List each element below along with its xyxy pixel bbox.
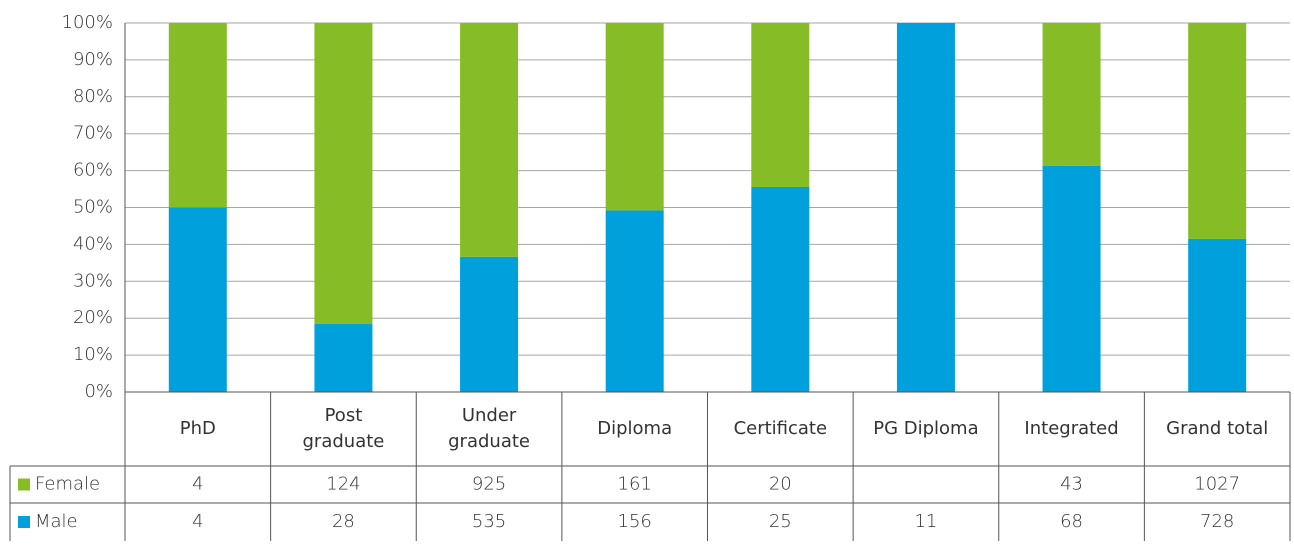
table-value: 25 <box>769 511 792 532</box>
bar-segment <box>751 23 810 187</box>
legend-label: Male <box>35 511 78 532</box>
x-tick-label: Integrated <box>1024 418 1119 439</box>
x-tick-label: PG Diploma <box>873 418 979 439</box>
x-tick-label: Post graduate <box>302 405 385 452</box>
table-value: 124 <box>326 474 360 495</box>
x-tick-label: Certificate <box>733 418 828 439</box>
bar-segment <box>1188 238 1247 392</box>
y-tick-label: 40% <box>73 233 113 254</box>
table-value: 11 <box>914 511 937 532</box>
category-cell: Certificate <box>733 418 828 439</box>
y-tick-label: 20% <box>73 307 113 328</box>
y-tick-label: 70% <box>73 123 113 144</box>
y-tick-label: 30% <box>73 270 113 291</box>
category-cell: PG Diploma <box>873 418 979 439</box>
bar-segment <box>1042 165 1101 392</box>
table-value: 20 <box>769 474 792 495</box>
x-tick-label: Under graduate <box>448 405 530 452</box>
category-cell: Under graduate <box>448 405 530 452</box>
bar-segment <box>605 23 664 211</box>
category-cell: Diploma <box>597 418 673 439</box>
table-value: 4 <box>192 474 203 495</box>
x-tick-label: PhD <box>179 418 216 439</box>
bar-segment <box>460 256 519 392</box>
y-tick-label: 0% <box>84 381 113 402</box>
legend-swatch <box>18 516 30 528</box>
category-cell: Post graduate <box>302 405 385 452</box>
y-tick-label: 80% <box>73 86 113 107</box>
table-value: 156 <box>618 511 652 532</box>
bar-segment <box>605 210 664 392</box>
legend-swatch <box>18 478 30 491</box>
bar-segment <box>168 23 227 208</box>
category-cell: Integrated <box>1024 418 1119 439</box>
table-value: 43 <box>1060 474 1083 495</box>
table-value: 728 <box>1200 511 1234 532</box>
table-value: 925 <box>472 474 506 495</box>
table-value: 161 <box>618 474 652 495</box>
bar-segment <box>751 187 810 392</box>
table-value: 68 <box>1060 511 1083 532</box>
bar-segment <box>168 207 227 392</box>
table-value: 28 <box>332 511 355 532</box>
bar-segment <box>314 324 373 392</box>
x-tick-label: Grand total <box>1166 418 1269 439</box>
bar-segment <box>1042 23 1101 166</box>
y-tick-label: 100% <box>62 12 113 33</box>
x-tick-label: Diploma <box>597 418 673 439</box>
y-tick-label: 50% <box>73 197 113 218</box>
table-value: 1027 <box>1194 474 1240 495</box>
y-tick-label: 90% <box>73 49 113 70</box>
category-cell: PhD <box>179 418 216 439</box>
y-tick-label: 10% <box>73 344 113 365</box>
legend-label: Female <box>35 474 100 495</box>
table-value: 4 <box>192 511 203 532</box>
bar-segment <box>1188 23 1247 239</box>
category-cell: Grand total <box>1166 418 1269 439</box>
y-tick-label: 60% <box>73 160 113 181</box>
bar-segment <box>314 23 373 325</box>
table-value: 535 <box>472 511 506 532</box>
bar-segment <box>896 23 955 392</box>
bar-segment <box>460 23 519 257</box>
